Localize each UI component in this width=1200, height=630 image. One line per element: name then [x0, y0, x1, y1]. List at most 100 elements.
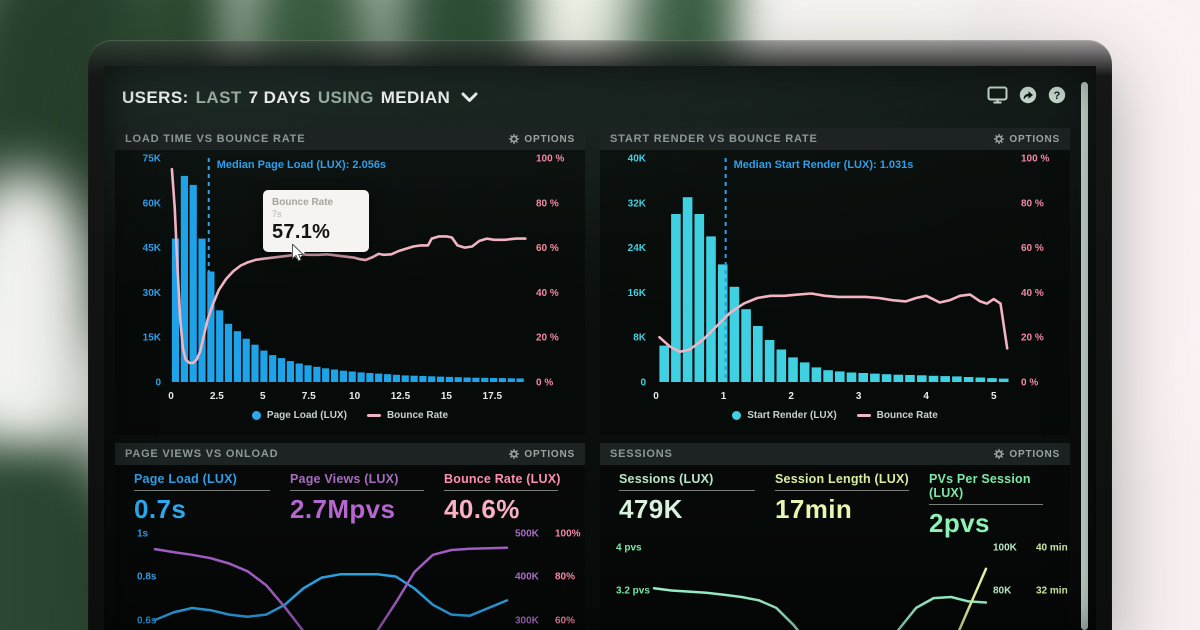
svg-text:60%: 60% [555, 616, 575, 627]
svg-text:0.6s: 0.6s [137, 616, 157, 627]
svg-text:Median Page Load (LUX): 2.056s: Median Page Load (LUX): 2.056s [217, 159, 386, 171]
panel-header: LOAD TIME VS BOUNCE RATE OPTIONS [115, 128, 585, 150]
svg-text:40 min: 40 min [1036, 543, 1068, 554]
metric-underline [290, 490, 424, 491]
metric-value: 2pvs [929, 508, 990, 538]
svg-text:400K: 400K [515, 572, 540, 583]
metric-label: Sessions (LUX) [619, 472, 714, 486]
svg-text:0 %: 0 % [1021, 378, 1038, 389]
gear-icon [509, 449, 520, 459]
svg-text:0: 0 [168, 391, 174, 402]
metric-underline [775, 490, 909, 491]
panel-title: LOAD TIME VS BOUNCE RATE [125, 133, 306, 145]
panel-header: START RENDER VS BOUNCE RATE OPTIONS [600, 128, 1070, 150]
title-segment: MEDIAN [380, 88, 451, 107]
options-button[interactable]: OPTIONS [509, 134, 575, 145]
chevron-down-icon [461, 88, 478, 108]
panel-header: PAGE VIEWS VS ONLOAD OPTIONS [115, 443, 585, 465]
metric-pvs-per-session: PVs Per Session (LUX) 2pvs [929, 472, 1060, 539]
options-button[interactable]: OPTIONS [509, 449, 575, 460]
svg-text:0: 0 [155, 378, 161, 389]
svg-text:100 %: 100 % [536, 154, 564, 165]
metric-value: 0.7s [134, 494, 187, 524]
svg-text:80K: 80K [993, 586, 1012, 597]
panel-start-render-vs-bounce-rate: START RENDER VS BOUNCE RATE OPTIONS 40K 3… [600, 128, 1070, 435]
svg-text:100%: 100% [555, 529, 581, 540]
dashboard-title-dropdown[interactable]: USERS: LAST 7 DAYS USING MEDIAN [122, 88, 478, 108]
svg-text:4: 4 [923, 391, 929, 402]
display-icon[interactable] [987, 86, 1008, 104]
share-icon[interactable] [1019, 86, 1037, 104]
panel-page-views-vs-onload: PAGE VIEWS VS ONLOAD OPTIONS Page Load (… [115, 443, 585, 630]
svg-text:100K: 100K [993, 543, 1018, 554]
metric-row: Sessions (LUX) 479K Session Length (LUX)… [600, 465, 1070, 539]
svg-text:12.5: 12.5 [391, 391, 411, 402]
load-time-chart[interactable]: 75K 60K 45K 30K 15K 0 100 % 80 % 60 % 40 % 20 % 0 %… [115, 150, 585, 412]
options-button[interactable]: OPTIONS [994, 449, 1060, 460]
legend-label: Page Load (LUX) [266, 410, 347, 421]
dashboard-screen: USERS: LAST 7 DAYS USING MEDIAN ? [104, 66, 1096, 630]
options-label: OPTIONS [524, 448, 575, 460]
tooltip-value: 57.1% [272, 221, 331, 243]
panel-title: PAGE VIEWS VS ONLOAD [125, 448, 279, 460]
options-button[interactable]: OPTIONS [994, 134, 1060, 145]
svg-text:80 %: 80 % [536, 198, 559, 209]
gear-icon [994, 449, 1005, 459]
svg-text:80 %: 80 % [1021, 198, 1044, 209]
svg-text:0: 0 [653, 391, 659, 402]
svg-text:500K: 500K [515, 529, 540, 540]
svg-text:60 %: 60 % [1021, 243, 1044, 254]
panel-title: SESSIONS [610, 448, 673, 460]
svg-text:15K: 15K [143, 333, 162, 344]
metric-underline [134, 490, 270, 491]
scrollbar[interactable] [1081, 82, 1088, 630]
metric-value: 17min [775, 494, 853, 524]
metric-underline [619, 490, 755, 491]
options-label: OPTIONS [1009, 133, 1060, 145]
svg-text:16K: 16K [628, 288, 647, 299]
mouse-cursor-icon [291, 242, 305, 267]
legend-label: Bounce Rate [386, 410, 449, 421]
metric-underline [929, 504, 1043, 505]
svg-text:3.2 pvs: 3.2 pvs [616, 586, 650, 597]
legend-dash [366, 414, 381, 417]
svg-text:10: 10 [349, 391, 361, 402]
svg-text:32K: 32K [628, 198, 647, 209]
legend-label: Bounce Rate [876, 410, 938, 421]
svg-text:60 %: 60 % [536, 243, 559, 254]
svg-text:5: 5 [260, 391, 266, 402]
metric-sessions: Sessions (LUX) 479K [619, 472, 775, 539]
chart-legend: Start Render (LUX) Bounce Rate [600, 410, 1070, 421]
legend-dash [856, 414, 871, 417]
svg-text:20 %: 20 % [1021, 333, 1044, 344]
metric-label: Page Views (LUX) [290, 472, 399, 486]
svg-text:0 %: 0 % [536, 378, 553, 389]
svg-text:Median Start Render (LUX): 1.0: Median Start Render (LUX): 1.031s [734, 159, 914, 171]
start-render-chart[interactable]: 40K 32K 24K 16K 8K 0 100 % 80 % 60 % 40 % 20 % 0 % M… [600, 150, 1070, 412]
svg-text:7.5: 7.5 [302, 391, 316, 402]
svg-text:0: 0 [640, 378, 646, 389]
svg-text:1s: 1s [137, 529, 149, 540]
options-label: OPTIONS [1009, 448, 1060, 460]
svg-text:60K: 60K [143, 198, 162, 209]
svg-text:24K: 24K [628, 243, 647, 254]
metric-label: Page Load (LUX) [134, 472, 238, 486]
metric-session-length: Session Length (LUX) 17min [775, 472, 929, 539]
metric-label: Session Length (LUX) [775, 472, 909, 486]
svg-text:17.5: 17.5 [483, 391, 503, 402]
metric-value: 2.7Mpvs [290, 494, 396, 524]
help-icon[interactable]: ? [1048, 86, 1066, 104]
svg-text:8K: 8K [633, 333, 647, 344]
laptop-frame: USERS: LAST 7 DAYS USING MEDIAN ? [88, 40, 1112, 630]
title-segment: USERS: [122, 88, 189, 107]
legend-label: Start Render (LUX) [747, 410, 837, 421]
panel-load-time-vs-bounce-rate: LOAD TIME VS BOUNCE RATE OPTIONS 75K 60K 4… [115, 128, 585, 435]
gear-icon [994, 134, 1005, 144]
svg-text:32 min: 32 min [1036, 586, 1068, 597]
panel-header: SESSIONS OPTIONS [600, 443, 1070, 465]
metric-bounce-rate: Bounce Rate (LUX) 40.6% [444, 472, 575, 525]
svg-text:40 %: 40 % [536, 288, 559, 299]
page-views-mini-chart[interactable]: 1s 0.8s 0.6s 500K 400K 300K 100% 80% 60% [115, 525, 585, 630]
title-segment: USING [317, 88, 374, 107]
